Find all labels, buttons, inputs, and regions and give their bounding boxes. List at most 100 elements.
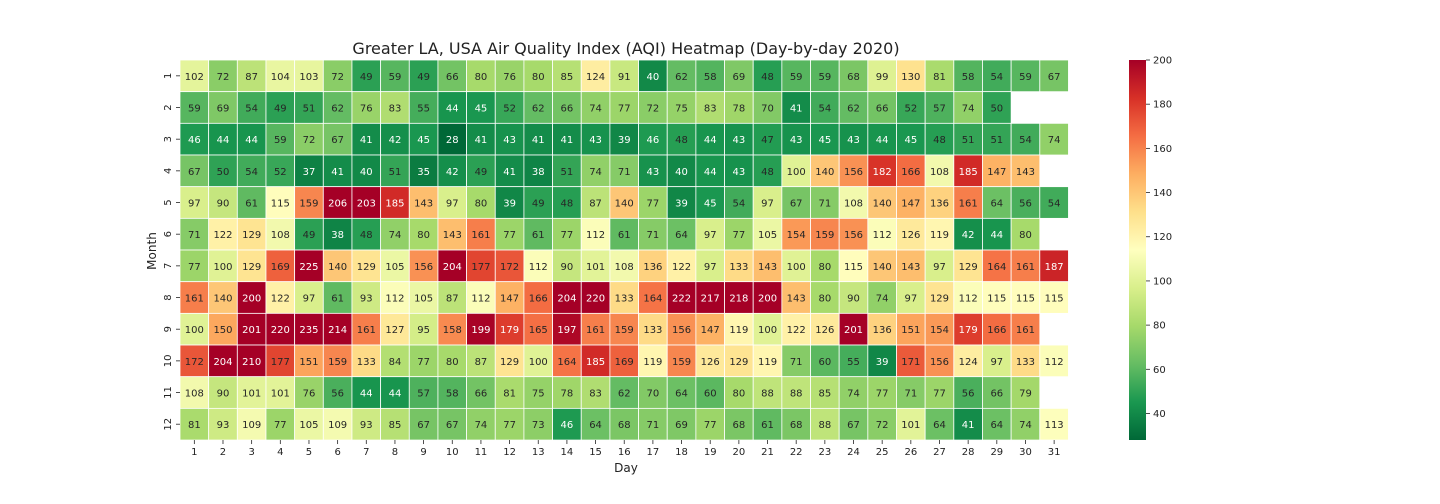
cell-value-label: 39 [675, 199, 688, 210]
cell-value-label: 49 [274, 104, 287, 115]
heatmap-cell [494, 154, 525, 188]
cell-value-label: 204 [443, 262, 462, 273]
cell-value-label: 122 [271, 294, 290, 305]
heatmap-cell [523, 249, 553, 283]
cell-value-label: 54 [245, 104, 258, 115]
cell-value-label: 67 [188, 167, 201, 178]
heatmap-cell [953, 344, 983, 378]
cell-value-label: 43 [647, 167, 660, 178]
cell-value-label: 64 [589, 420, 602, 431]
cell-value-label: 83 [589, 389, 602, 400]
cell-value-label: 119 [729, 325, 748, 336]
heatmap-cell [380, 217, 410, 251]
x-tick-label: 17 [647, 447, 660, 458]
cell-value-label: 201 [242, 325, 261, 336]
heatmap-cell [810, 281, 840, 314]
cell-value-label: 179 [500, 325, 519, 336]
cell-value-label: 104 [271, 72, 290, 83]
heatmap-cell [982, 344, 1012, 378]
x-tick-label: 23 [818, 447, 831, 458]
heatmap-cell [1039, 281, 1069, 314]
cell-value-label: 60 [704, 389, 717, 400]
heatmap-cell [638, 312, 668, 346]
cell-value-label: 64 [675, 389, 688, 400]
x-tick-label: 25 [876, 447, 889, 458]
cell-value-label: 179 [959, 325, 978, 336]
cell-value-label: 41 [475, 135, 488, 146]
colorbar-tick-label: 180 [1153, 100, 1172, 111]
x-tick-label: 29 [990, 447, 1003, 458]
heatmap-cell [466, 344, 496, 378]
heatmap-cell [294, 91, 324, 124]
cell-value-label: 85 [561, 72, 574, 83]
heatmap-cell [1039, 59, 1069, 93]
cell-value-label: 140 [213, 294, 232, 305]
cell-value-label: 97 [904, 294, 917, 305]
heatmap-cell [437, 376, 468, 409]
cell-value-label: 112 [385, 294, 404, 305]
cell-value-label: 68 [733, 420, 746, 431]
x-tick-label: 14 [561, 447, 574, 458]
cell-value-label: 71 [188, 230, 201, 241]
cell-value-label: 83 [389, 104, 402, 115]
cell-value-label: 59 [790, 72, 803, 83]
cell-value-label: 71 [618, 167, 631, 178]
colorbar-tick-label: 120 [1153, 232, 1172, 243]
cell-value-label: 100 [529, 357, 548, 368]
heatmap-cell [236, 217, 267, 251]
cell-value-label: 122 [787, 325, 806, 336]
heatmap-cell [294, 249, 324, 283]
heatmap-cell [294, 154, 324, 188]
cell-value-label: 126 [901, 230, 920, 241]
cell-value-label: 136 [643, 262, 662, 273]
heatmap-cell [494, 281, 525, 314]
cell-value-label: 199 [471, 325, 490, 336]
cell-value-label: 49 [417, 72, 430, 83]
heatmap-cell [724, 91, 754, 124]
heatmap-cell [236, 281, 267, 314]
cell-value-label: 50 [217, 167, 230, 178]
heatmap-cell [752, 186, 783, 219]
heatmap-cell [867, 407, 897, 441]
x-tick-label: 9 [420, 447, 426, 458]
cell-value-label: 66 [561, 104, 574, 115]
colorbar [1129, 60, 1146, 440]
heatmap-cell [1010, 186, 1041, 219]
cell-value-label: 112 [529, 262, 548, 273]
cell-value-label: 44 [389, 389, 402, 400]
cell-value-label: 71 [647, 420, 660, 431]
y-tick-label: 12 [163, 418, 174, 431]
cell-value-label: 51 [990, 135, 1003, 146]
cell-value-label: 51 [303, 104, 316, 115]
cell-value-label: 67 [847, 420, 860, 431]
cell-value-label: 74 [1019, 420, 1032, 431]
cell-value-label: 97 [303, 294, 316, 305]
heatmap-cell [408, 376, 439, 409]
cell-value-label: 66 [446, 72, 459, 83]
heatmap-cell [752, 407, 783, 441]
cell-value-label: 43 [733, 135, 746, 146]
cell-value-label: 119 [930, 230, 949, 241]
cell-value-label: 69 [675, 420, 688, 431]
heatmap-cell [494, 312, 525, 346]
heatmap-cell [838, 217, 869, 251]
cell-value-label: 130 [901, 72, 920, 83]
cell-value-label: 143 [1016, 167, 1035, 178]
cell-value-label: 59 [1019, 72, 1032, 83]
cell-value-label: 49 [303, 230, 316, 241]
cell-value-label: 54 [1048, 199, 1061, 210]
cell-value-label: 99 [876, 72, 889, 83]
cell-value-label: 164 [557, 357, 576, 368]
cell-value-label: 156 [414, 262, 433, 273]
cell-value-label: 218 [729, 294, 748, 305]
cell-value-label: 48 [360, 230, 373, 241]
cell-value-label: 48 [561, 199, 574, 210]
colorbar-tick-label: 100 [1153, 276, 1172, 287]
heatmap-cell [752, 122, 783, 156]
heatmap-cell [380, 122, 410, 156]
cell-value-label: 161 [471, 230, 490, 241]
cell-value-label: 59 [818, 72, 831, 83]
y-tick-label: 3 [163, 136, 174, 142]
heatmap-cell [982, 186, 1012, 219]
